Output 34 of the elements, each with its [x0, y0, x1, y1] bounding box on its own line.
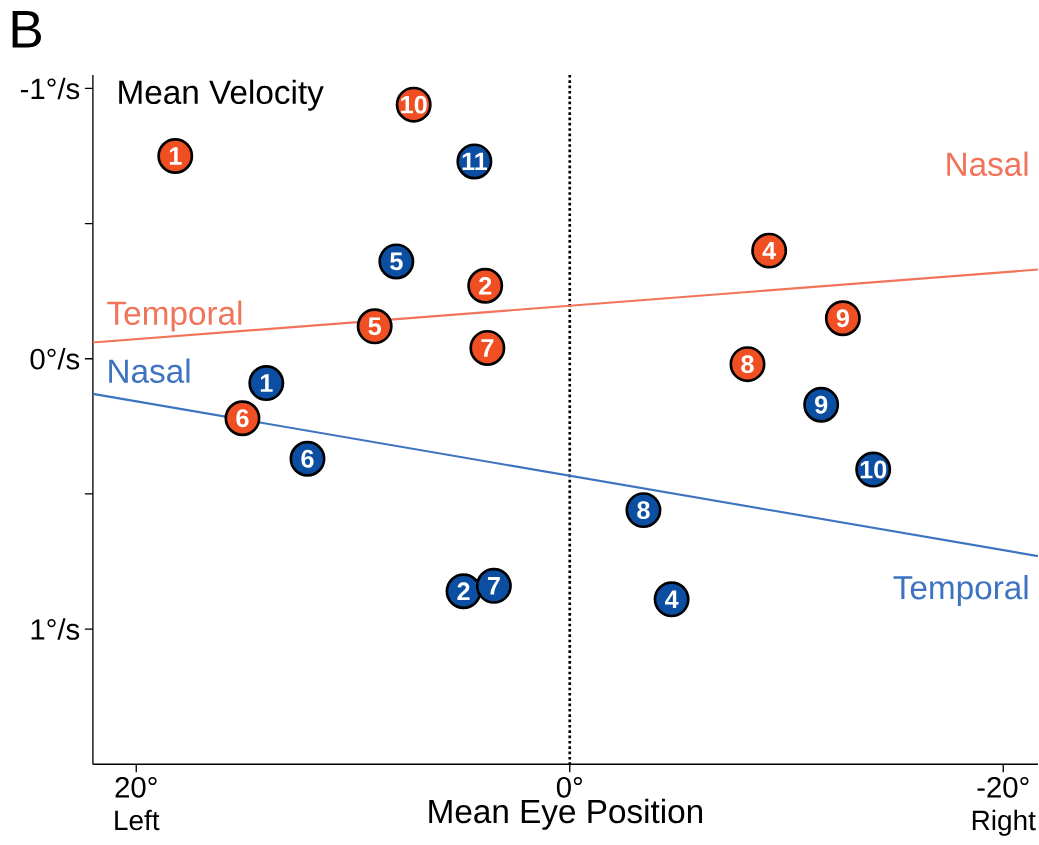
annotation: 6	[236, 409, 249, 428]
y-tick-label: -1°/s	[20, 77, 80, 100]
annotation: 4	[664, 590, 679, 608]
annotation: Temporal	[893, 574, 1028, 606]
annotation: 2	[479, 276, 492, 295]
text: Right	[972, 809, 1036, 836]
annotation: 2	[457, 582, 470, 600]
chart-title: B	[12, 10, 41, 48]
annotation: 11	[462, 152, 488, 171]
annotation: 8	[741, 355, 754, 374]
annotation: Nasal	[947, 151, 1028, 176]
annotation: 1	[260, 374, 273, 392]
annotation: 10	[401, 95, 427, 114]
annotation: 1	[169, 147, 182, 165]
annotation: 8	[637, 501, 650, 520]
annotation: 9	[815, 395, 828, 414]
y-axis-title: Mean Velocity	[119, 79, 324, 111]
x-tick-label: 20°	[115, 776, 157, 798]
annotation: 9	[836, 309, 849, 328]
x-tick-label: 0°	[556, 776, 582, 798]
text: Left	[115, 809, 160, 831]
y-tick-label: 1°/s	[31, 618, 80, 640]
y-tick-label: 0°/s	[30, 347, 80, 370]
annotation: 5	[368, 317, 382, 336]
annotation: 6	[301, 449, 314, 468]
annotation: 7	[487, 577, 500, 595]
x-axis-title: Mean Eye Position	[429, 798, 703, 830]
annotation: 5	[390, 252, 403, 271]
annotation: Nasal	[109, 358, 190, 383]
x-tick-label: -20°	[977, 776, 1029, 798]
annotation: 7	[481, 339, 494, 357]
annotation: Temporal	[107, 300, 242, 332]
annotation: 4	[762, 241, 777, 260]
annotation: 10	[860, 460, 887, 479]
